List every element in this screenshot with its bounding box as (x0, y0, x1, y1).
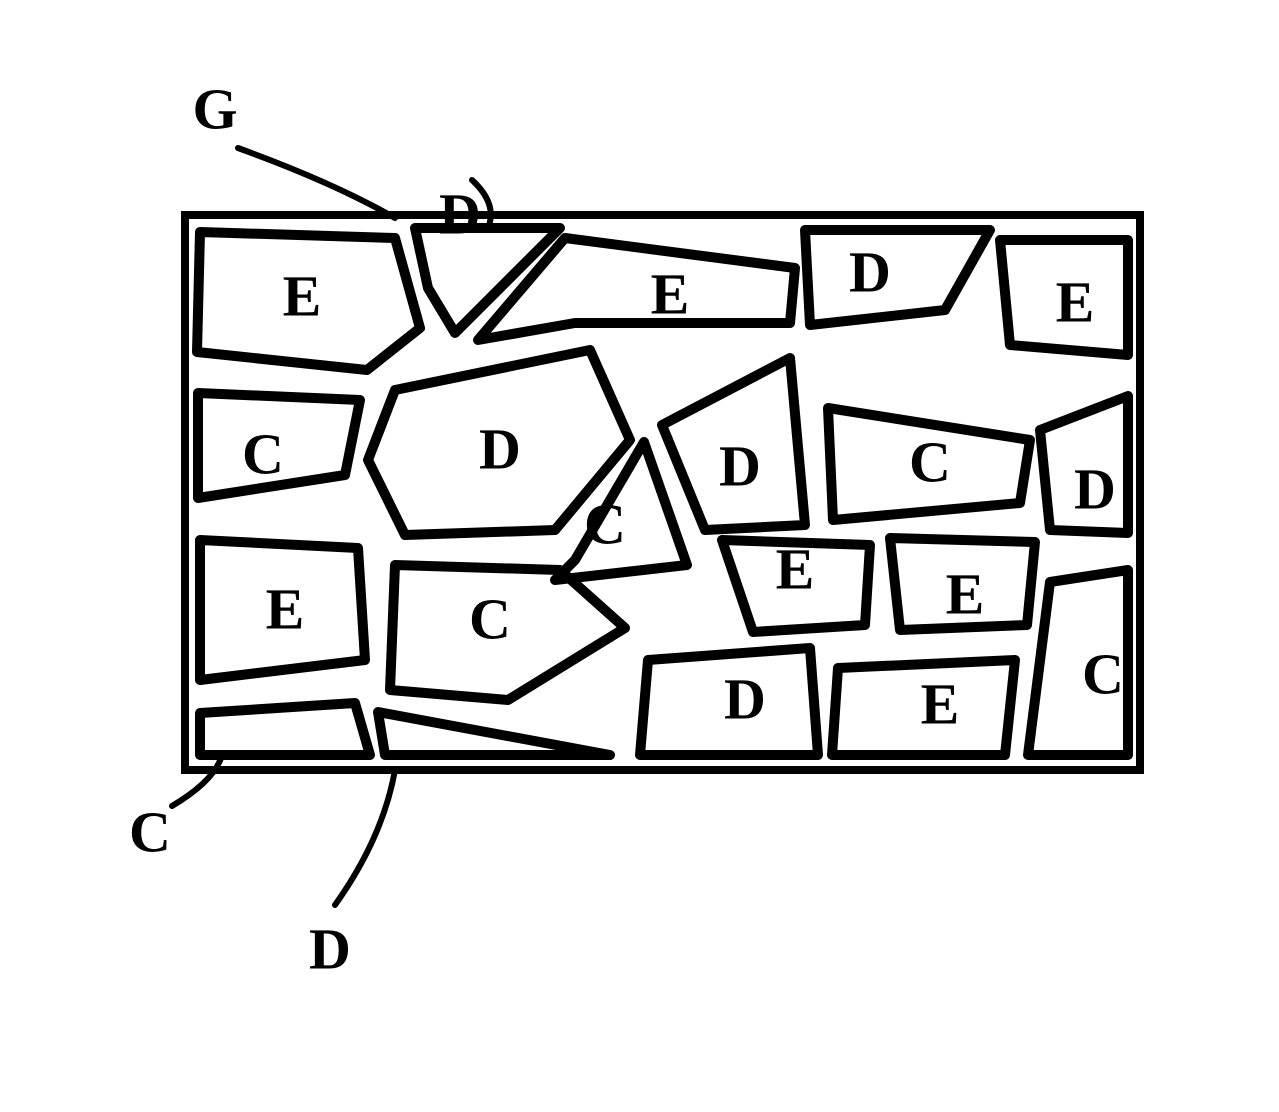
grain-label: D (439, 181, 481, 246)
grain-label: E (921, 671, 960, 736)
grain-label: C (469, 586, 511, 651)
grain-label: C (129, 799, 171, 864)
grain-label: E (776, 536, 815, 601)
grain-label: C (909, 429, 951, 494)
grain-label: D (849, 239, 891, 304)
grain-label: E (1056, 269, 1095, 334)
leader-line (238, 148, 395, 218)
grain-label: C (584, 491, 626, 556)
grain-polygon (805, 230, 990, 325)
grain-label: C (1082, 641, 1124, 706)
grain-label: D (719, 433, 761, 498)
grain-label: E (651, 261, 690, 326)
grain-label: E (946, 561, 985, 626)
leader-line (172, 755, 222, 806)
grain-polygon (415, 228, 560, 333)
grain-label: G (192, 76, 237, 141)
grain-polygon (378, 712, 610, 755)
grain-label: C (242, 421, 284, 486)
leader-line (335, 770, 395, 905)
grain-label: E (266, 576, 305, 641)
grain-polygon (478, 238, 795, 340)
grain-label: D (309, 916, 351, 981)
grain-label: E (283, 263, 322, 328)
grain-label: D (1074, 456, 1116, 521)
diagram-root: EDGEDECDCDCDECEECDECD (0, 0, 1279, 1112)
grain-polygon (200, 703, 370, 755)
grain-label: D (479, 416, 521, 481)
grain-label: D (724, 666, 766, 731)
